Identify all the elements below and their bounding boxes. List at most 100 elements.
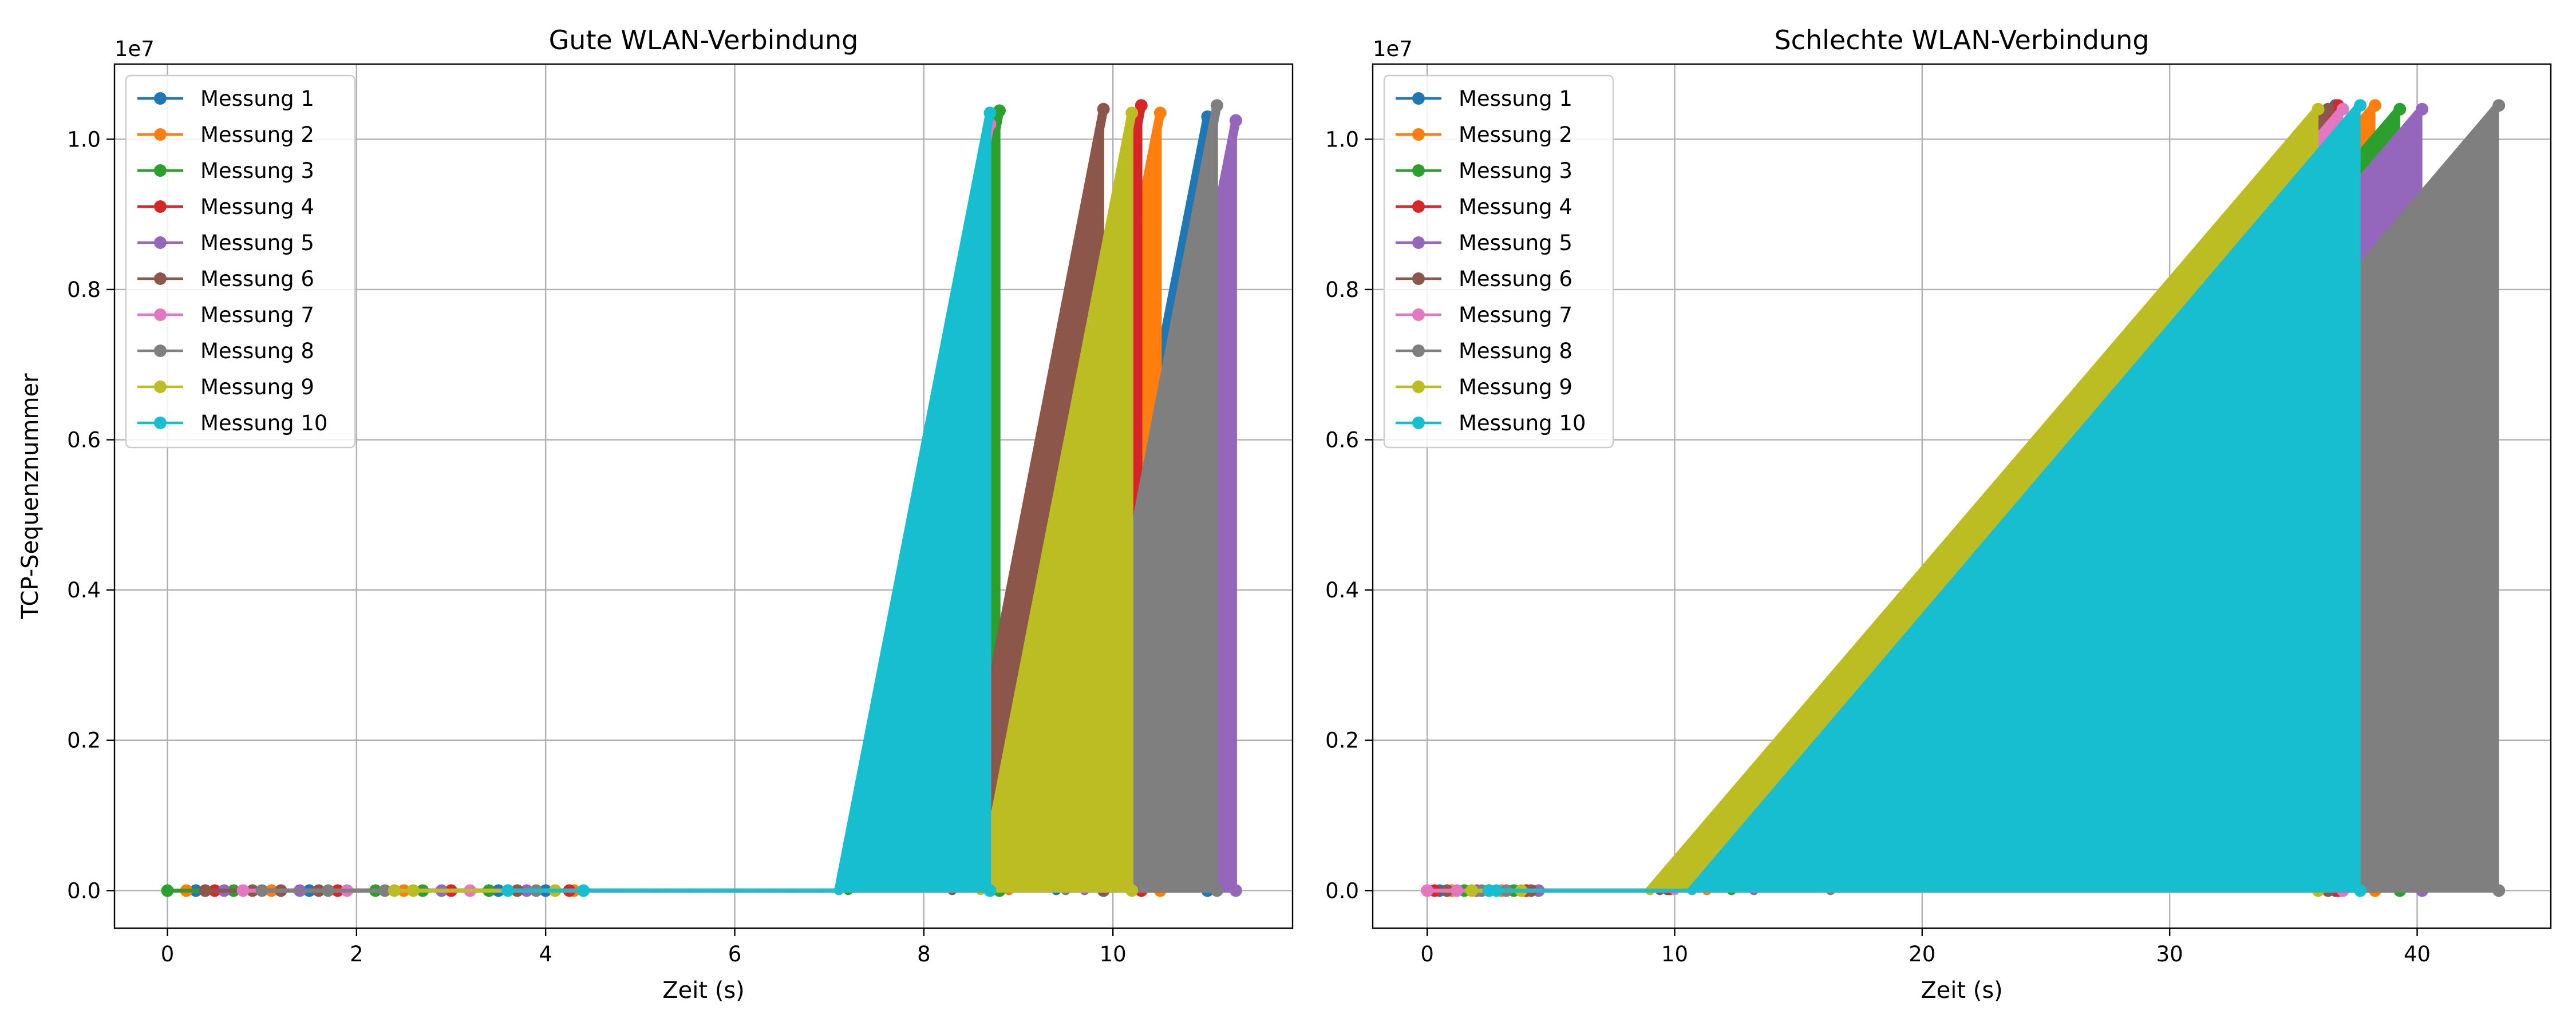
legend-marker: [1412, 164, 1425, 177]
data-point: [322, 884, 335, 897]
data-point: [2321, 102, 2334, 116]
legend-marker: [1412, 236, 1425, 249]
series-envelope-9: [975, 108, 1137, 896]
data-point: [2369, 99, 2382, 112]
legend-marker: [1412, 128, 1425, 141]
x-tick-label: 2: [350, 942, 364, 966]
data-point: [199, 884, 212, 897]
chart-panel-bad-wlan: 0 10 20 30 40 0.0 0.2 0.4 0.6 0.8 1.0 1e7 Schlechte …: [1325, 25, 2552, 1004]
legend-entry: Messung 4: [200, 195, 314, 219]
axes-frame: [1372, 63, 2552, 929]
data-point: [1229, 114, 1242, 127]
data-point: [1451, 884, 1463, 897]
series-envelope-9: [1645, 104, 2323, 896]
legend-entry: Messung 2: [200, 122, 314, 147]
legend-entry: Messung 9: [1459, 375, 1573, 399]
series-10: [1483, 99, 2367, 897]
legend-marker: [154, 92, 167, 105]
legend-entry: Messung 6: [200, 267, 314, 291]
data-point: [1097, 102, 1110, 116]
data-layer: [1421, 99, 2506, 897]
legend-marker: [154, 417, 167, 429]
data-point: [983, 106, 997, 120]
data-point: [1421, 884, 1434, 897]
data-point: [255, 884, 268, 897]
y-tick-label: 0.4: [1325, 578, 1359, 603]
data-point: [1153, 106, 1167, 120]
data-point: [2312, 102, 2325, 116]
legend-entry: Messung 7: [200, 303, 314, 327]
legend-marker: [154, 344, 167, 357]
series-envelope-10: [1687, 101, 2365, 896]
data-point: [1490, 884, 1503, 897]
data-point: [378, 884, 392, 897]
y-tick-label: 0.8: [1325, 278, 1359, 302]
legend-entry: Messung 2: [1459, 122, 1573, 147]
legend-entry: Messung 3: [200, 159, 314, 183]
x-tick-label: 0: [161, 942, 175, 966]
legend-entry: Messung 10: [200, 411, 327, 435]
data-point: [236, 884, 250, 897]
series-envelope-10: [834, 108, 995, 896]
legend-entry: Messung 8: [1459, 339, 1573, 363]
legend-marker: [1412, 92, 1425, 105]
y-tick-label: 0.6: [1325, 428, 1359, 453]
legend-marker: [1412, 272, 1425, 285]
y-tick-label: 0.8: [67, 278, 101, 302]
x-tick-label: 0: [1420, 942, 1434, 966]
data-point: [993, 104, 1006, 117]
x-tick-label: 30: [2156, 942, 2183, 966]
data-point: [2336, 102, 2349, 116]
data-point: [2492, 99, 2506, 112]
data-point: [406, 884, 420, 897]
x-axis-label: Zeit (s): [662, 977, 745, 1004]
data-point: [577, 884, 590, 897]
data-point: [2354, 99, 2367, 112]
legend-entry: Messung 1: [1459, 86, 1573, 111]
legend: Messung 1 Messung 2 Messung 3 Messung 4 Mess…: [1383, 74, 1614, 449]
legend-entry: Messung 9: [200, 375, 314, 399]
data-point: [1210, 99, 1223, 112]
legend: Messung 1 Messung 2 Messung 3 Messung 4 Mess…: [125, 74, 356, 449]
legend-marker: [154, 200, 167, 213]
legend-marker: [154, 381, 167, 393]
data-point: [983, 884, 997, 897]
x-tick-label: 20: [1909, 942, 1935, 966]
legend-entry: Messung 7: [1459, 303, 1573, 327]
y-tick-label: 1.0: [1325, 127, 1359, 152]
legend-entry: Messung 1: [200, 86, 314, 111]
x-tick-label: 8: [917, 942, 931, 966]
y-axis-label: TCP-Sequenznummer: [17, 373, 44, 620]
y-tick-label: 0.0: [1325, 878, 1359, 903]
x-tick-label: 40: [2404, 942, 2431, 966]
y-tick-label: 0.2: [1325, 728, 1359, 753]
series-10: [501, 106, 997, 897]
legend-marker: [154, 236, 167, 249]
legend-marker: [154, 272, 167, 285]
data-point: [1135, 99, 1148, 112]
legend-entry: Messung 10: [1459, 411, 1586, 435]
data-point: [501, 884, 515, 897]
legend-marker: [1412, 200, 1425, 213]
data-point: [388, 884, 401, 897]
legend-marker: [154, 308, 167, 321]
legend-entry: Messung 3: [1459, 159, 1573, 183]
chart-title: Schlechte WLAN-Verbindung: [1774, 25, 2149, 56]
legend-marker: [154, 164, 167, 177]
x-tick-label: 10: [1100, 942, 1127, 966]
legend-entry: Messung 4: [1459, 195, 1573, 219]
y-tick-label: 1.0: [67, 127, 101, 152]
legend-marker: [1412, 308, 1425, 321]
legend-marker: [154, 128, 167, 141]
x-tick-label: 4: [539, 942, 552, 966]
y-tick-label: 0.4: [67, 578, 101, 603]
y-tick-label: 0.0: [67, 878, 101, 903]
data-layer: [161, 99, 1242, 897]
legend-marker: [1412, 344, 1425, 357]
data-point: [2416, 102, 2429, 116]
y-tick-label: 0.6: [67, 428, 101, 453]
x-axis-label: Zeit (s): [1921, 977, 2003, 1004]
y-offset-label: 1e7: [114, 37, 155, 61]
y-tick-label: 0.2: [67, 728, 101, 753]
chart-panel-good-wlan: 0 2 4 6 8 10 0.0 0.2 0.4 0.6 0.8 1.0 1e7 Gute WLAN-Ve…: [17, 25, 1294, 1004]
